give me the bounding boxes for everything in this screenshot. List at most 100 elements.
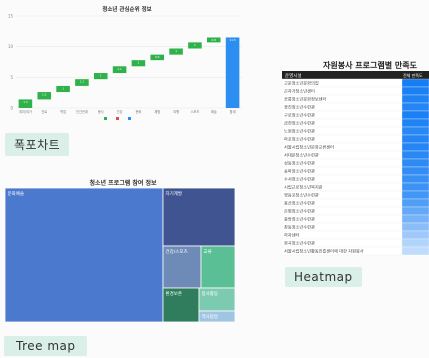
- heatmap-row-label: 곤자가청소년센터: [284, 88, 315, 95]
- heatmap-row-label: 화곡청소년수련관: [284, 240, 315, 247]
- waterfall-xtick-label: 합계: [230, 109, 236, 114]
- waterfall-chart: 청소년 관심순위 정보 15 10 5 0 1.4 1.2 1 1.1 1 1.1 1 0.9 1 1 0…: [2, 2, 246, 124]
- heatmap-cell: [401, 238, 429, 248]
- heatmap-header: [282, 71, 429, 79]
- treemap-title: 청소년 프로그램 참여 정보: [90, 179, 157, 187]
- waterfall-legend-swatch: [104, 117, 107, 120]
- heatmap-row-label: 마포청소년수련관: [284, 136, 315, 143]
- waterfall-ytick-label: 0: [10, 106, 13, 111]
- heatmap-cell: [401, 94, 429, 104]
- waterfall-data-label: 0.9: [155, 55, 160, 59]
- waterfall-ytick-label: 5: [10, 75, 13, 80]
- waterfall-bar: [206, 37, 221, 43]
- heatmap-cell: [401, 198, 429, 208]
- heatmap-cell: [401, 174, 429, 184]
- heatmap-cell: [401, 166, 429, 176]
- waterfall-data-label: 1.1: [117, 67, 122, 71]
- waterfall-data-label: 1: [194, 43, 196, 47]
- waterfall-legend: [104, 117, 131, 120]
- waterfall-bar: [93, 73, 108, 80]
- heatmap-row: [281, 230, 403, 240]
- heatmap-row-label: 광진청소년수련관: [284, 104, 315, 111]
- heatmap-cell: [401, 182, 429, 192]
- waterfall-data-label: 1.4: [23, 100, 28, 104]
- waterfall-total-bar: [225, 37, 240, 108]
- waterfall-data-label: 1.2: [42, 93, 47, 97]
- treemap-caption: Tree map: [4, 336, 88, 356]
- waterfall-bar: [56, 85, 70, 93]
- heatmap-row-label: 서울시립청소년활동진흥센터에 대한 자원봉사: [284, 248, 364, 255]
- heatmap-svg: 자원봉사 프로그램별 만족도 운영시설 전체 만족도고운청소년문화의집곤자가청소년…: [281, 60, 429, 256]
- heatmap-row-label: 성동청소년수련관: [284, 160, 315, 167]
- heatmap-caption: Heatmap: [285, 267, 362, 287]
- treemap-cell-label: 환경보존: [166, 290, 183, 297]
- heatmap-row-label: 구로청소년수련관: [284, 112, 315, 119]
- waterfall-legend-swatch: [116, 117, 119, 120]
- waterfall-bar: [37, 92, 52, 100]
- heatmap-table: 자원봉사 프로그램별 만족도 운영시설 전체 만족도 고운청소년문화의집 곤자가청소년…: [281, 60, 429, 260]
- treemap-cell-label: 건강/스포츠: [166, 248, 188, 255]
- waterfall-xtick-label: 취미/여가: [19, 109, 32, 114]
- heatmap-header-label: 운영시설: [285, 72, 302, 79]
- heatmap-cell: [401, 134, 429, 144]
- heatmap-title: 자원봉사 프로그램별 만족도: [323, 60, 418, 70]
- heatmap-cell: [401, 110, 429, 120]
- heatmap-cell: [401, 190, 429, 200]
- waterfall-data-label: 1.1: [80, 80, 85, 84]
- heatmap-cell: [401, 126, 429, 136]
- heatmap-row-label: 중랑청소년수련관: [284, 216, 315, 223]
- heatmap-cell: [401, 214, 429, 224]
- heatmap-row-label: 공릉청소년문화정보센터: [284, 96, 327, 103]
- waterfall-title: 청소년 관심순위 정보: [102, 5, 151, 13]
- waterfall-bar: [18, 99, 33, 108]
- treemap-cell-label: 봉사활동: [202, 290, 219, 297]
- waterfall-bar: [169, 48, 183, 55]
- waterfall-data-label: 11.5: [229, 38, 235, 42]
- waterfall-data-label: 1: [100, 74, 102, 78]
- waterfall-xtick-label: 스포츠: [191, 110, 200, 114]
- waterfall-data-label: 0.8: [212, 38, 217, 42]
- waterfall-xtick-label: 인간관계: [76, 109, 88, 114]
- waterfall-ytick-label: 10: [8, 44, 14, 49]
- heatmap-row-label: 하자센터: [284, 232, 300, 239]
- waterfall-xtick-label: 학업: [60, 109, 66, 114]
- waterfall-ytick-label: 15: [8, 14, 14, 19]
- heatmap-cell: [401, 102, 429, 112]
- waterfall-xtick-label: 건강: [117, 109, 123, 114]
- heatmap-row-label: 서대문청소년수련관: [284, 152, 319, 159]
- waterfall-xtick-label: 체험: [154, 109, 160, 114]
- heatmap-row-label: 시립근로청소년복지관: [284, 184, 323, 191]
- waterfall-xtick-label: 문화: [135, 109, 141, 114]
- waterfall-caption: 폭포차트: [5, 133, 70, 156]
- heatmap-row-label: 영등포청소년수련관: [284, 192, 319, 199]
- treemap-cell: [162, 187, 236, 247]
- waterfall-data-label: 1: [175, 49, 177, 53]
- treemap-cell: [162, 287, 200, 323]
- waterfall-bar: [75, 79, 89, 86]
- heatmap-row-label: 은평청소년수련관: [284, 208, 315, 215]
- waterfall-xtick-label: 예술: [211, 109, 217, 114]
- waterfall-xtick-label: 봉사: [98, 109, 104, 114]
- heatmap-row-label: 서울시립청소년문화교류센터: [284, 144, 334, 151]
- heatmap-cell: [401, 150, 429, 160]
- treemap-cell: [198, 310, 236, 323]
- heatmap-cell: [401, 230, 429, 240]
- treemap-cell: [162, 245, 202, 289]
- heatmap-row-label: 창동청소년수련관: [284, 224, 315, 231]
- waterfall-data-label: 1: [138, 61, 140, 65]
- treemap-chart: 청소년 프로그램 참여 정보 문화예술 자기계발 건강/스포츠 교류 환경보존 봉사활동 역…: [4, 178, 243, 324]
- waterfall-data-label: 1: [62, 86, 64, 90]
- waterfall-xtick-label: 여행: [173, 109, 179, 114]
- waterfall-chart-svg: 청소년 관심순위 정보 15 10 5 0 1.4 1.2 1 1.1 1 1.1 1 0.9 1 1 0…: [8, 5, 242, 120]
- treemap-cell: [200, 245, 236, 289]
- treemap-cell-label: 자기계발: [166, 190, 183, 197]
- heatmap-cell: [401, 222, 429, 232]
- waterfall-bar: [150, 54, 165, 61]
- heatmap-cell: [401, 86, 429, 96]
- waterfall-legend-swatch: [128, 117, 131, 120]
- heatmap-cell: [401, 142, 429, 152]
- treemap-cell-label: 교류: [204, 249, 212, 255]
- treemap-cell-label: 역사탐방: [202, 313, 219, 320]
- heatmap-header-label: 전체 만족도: [403, 72, 423, 78]
